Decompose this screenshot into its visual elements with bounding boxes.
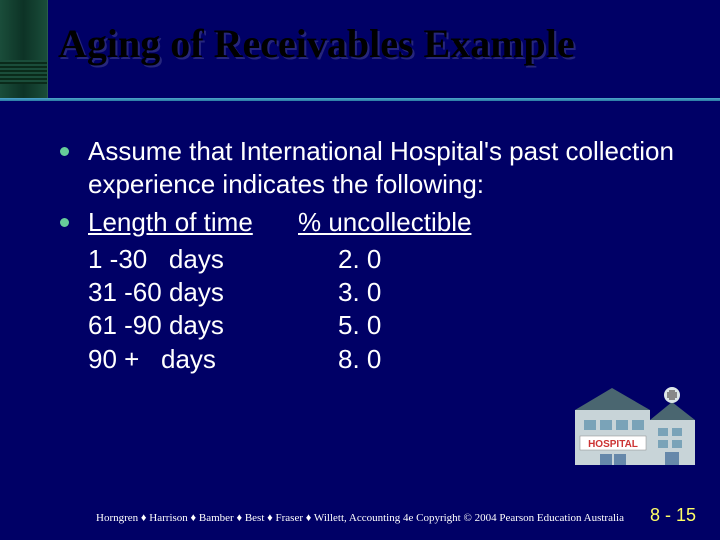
table-header-col1: Length of time — [88, 206, 298, 239]
range-cell: 1 -30 days — [88, 243, 338, 276]
bullet-dot-icon — [60, 147, 69, 156]
pct-cell: 2. 0 — [338, 243, 381, 276]
bullet-1: Assume that International Hospital's pas… — [60, 135, 680, 202]
bullet-1-text: Assume that International Hospital's pas… — [88, 136, 674, 199]
pct-cell: 5. 0 — [338, 309, 381, 342]
svg-text:HOSPITAL: HOSPITAL — [588, 439, 638, 450]
table-row: 1 -30 days 2. 0 — [88, 243, 680, 276]
range-cell: 61 -90 days — [88, 309, 338, 342]
title-underline — [0, 98, 720, 101]
table-header-col2: % uncollectible — [298, 206, 471, 239]
table-row: 90 + days 8. 0 — [88, 343, 680, 376]
page-number: 8 - 15 — [650, 505, 696, 526]
bullet-dot-icon — [60, 218, 69, 227]
table-header: Length of time % uncollectible — [88, 206, 680, 239]
range-cell: 90 + days — [88, 343, 338, 376]
header: Aging of Receivables Example — [0, 0, 720, 100]
side-decoration — [0, 0, 48, 100]
range-cell: 31 -60 days — [88, 276, 338, 309]
bullet-2: Length of time % uncollectible — [60, 206, 680, 239]
aging-table: 1 -30 days 2. 0 31 -60 days 3. 0 61 -90 … — [60, 243, 680, 376]
table-row: 31 -60 days 3. 0 — [88, 276, 680, 309]
footer-text: Horngren ♦ Harrison ♦ Bamber ♦ Best ♦ Fr… — [0, 512, 720, 524]
pct-cell: 8. 0 — [338, 343, 381, 376]
pct-cell: 3. 0 — [338, 276, 381, 309]
content-area: Assume that International Hospital's pas… — [60, 135, 680, 376]
slide: Aging of Receivables Example Assume that… — [0, 0, 720, 540]
table-row: 61 -90 days 5. 0 — [88, 309, 680, 342]
page-title: Aging of Receivables Example — [58, 20, 575, 67]
hospital-icon: HOSPITAL — [570, 380, 700, 470]
